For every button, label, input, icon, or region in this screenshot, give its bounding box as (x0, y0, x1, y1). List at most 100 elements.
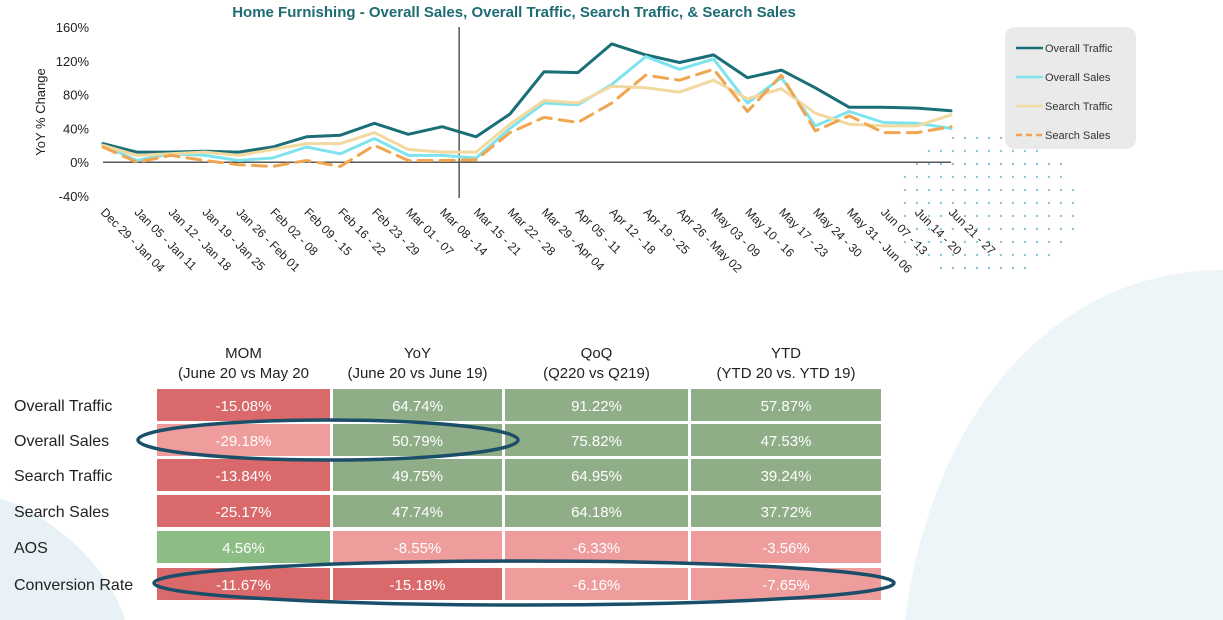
background-dot (1071, 188, 1075, 192)
background-dot (903, 214, 907, 218)
background-dot (939, 214, 943, 218)
background-dot (1011, 175, 1015, 179)
background-dot (1047, 175, 1051, 179)
background-dot (927, 201, 931, 205)
background-dot (1023, 266, 1027, 270)
background-dot (951, 149, 955, 153)
background-dot (1071, 201, 1075, 205)
y-tick-label: 80% (63, 88, 89, 103)
table-cell (155, 387, 332, 423)
background-dot (999, 188, 1003, 192)
background-dot (927, 188, 931, 192)
background-dot (939, 266, 943, 270)
background-dot (939, 188, 943, 192)
table-cell-value: 47.74% (392, 504, 443, 521)
background-dot (987, 175, 991, 179)
background-dot (1023, 149, 1027, 153)
table-cell (503, 422, 690, 458)
table-cell (689, 566, 883, 602)
table-cell-value: -7.65% (762, 577, 810, 594)
background-dot (1023, 253, 1027, 257)
background-dot (975, 214, 979, 218)
series-line (101, 67, 953, 168)
background-dot (999, 201, 1003, 205)
background-dot (999, 136, 1003, 140)
y-axis-label: YoY % Change (33, 68, 48, 155)
background-dot (1059, 175, 1063, 179)
background-shape-right (905, 270, 1223, 620)
table-column-subtitle: (Q220 vs Q219) (543, 365, 650, 382)
table-cell-value: 64.74% (392, 398, 443, 415)
background-dot (927, 162, 931, 166)
table-cell-value: 57.87% (761, 398, 812, 415)
background-dot (1035, 201, 1039, 205)
table-column-title: YTD (771, 345, 801, 362)
background-dot (999, 253, 1003, 257)
background-dot (939, 253, 943, 257)
background-dot (903, 240, 907, 244)
table-cell-value: 50.79% (392, 433, 443, 450)
background-dot (939, 227, 943, 231)
background-dot (1059, 201, 1063, 205)
legend-label: Search Traffic (1045, 101, 1113, 113)
table-cell-value: -25.17% (216, 504, 272, 521)
table-row-label: Search Sales (14, 504, 109, 521)
table-cell-value: 39.24% (761, 468, 812, 485)
background-dot (939, 175, 943, 179)
background-dot (1023, 201, 1027, 205)
table-cell (155, 493, 332, 529)
background-dot (975, 149, 979, 153)
table-row-label: Conversion Rate (14, 577, 133, 594)
background-dot (915, 162, 919, 166)
background-dot (951, 266, 955, 270)
highlight-ellipse-conversion-rate (152, 559, 896, 607)
series-lines (101, 42, 953, 168)
table-cell-value: 64.18% (571, 504, 622, 521)
series-line (101, 78, 953, 157)
table-cell-value: 64.95% (571, 468, 622, 485)
background-dot (1035, 162, 1039, 166)
table-column-subtitle: (YTD 20 vs. YTD 19) (717, 365, 856, 382)
background-dot (1059, 214, 1063, 218)
highlight-ellipses (136, 418, 896, 607)
background-dot (915, 240, 919, 244)
background-dot (951, 227, 955, 231)
table-cell (155, 529, 332, 565)
background-dot (1011, 227, 1015, 231)
table-cell-value: 37.72% (761, 504, 812, 521)
background-dot (963, 227, 967, 231)
y-axis-ticks: -40% 0% 40% 80% 120% 160% (56, 20, 90, 204)
table-column-title: MOM (225, 345, 262, 362)
chart-legend: Overall Traffic Overall Sales Search Traff… (1005, 27, 1136, 149)
y-tick-label: -40% (59, 189, 90, 204)
legend-label: Overall Traffic (1045, 43, 1113, 55)
table-row-label: AOS (14, 540, 48, 557)
table-cell-value: -6.16% (573, 577, 621, 594)
background-dot (1011, 201, 1015, 205)
table-cell-value: -11.67% (216, 577, 271, 594)
series-line (101, 42, 953, 154)
table-cell-value: -3.56% (762, 540, 810, 557)
background-dot (1047, 201, 1051, 205)
background-dot (927, 175, 931, 179)
background-shape-left (0, 498, 125, 620)
background-dot (963, 266, 967, 270)
background-dot (999, 214, 1003, 218)
table-cell-value: -29.18% (216, 433, 272, 450)
background-dot (903, 188, 907, 192)
table-row-label: Overall Traffic (14, 398, 112, 415)
background-dot (1023, 227, 1027, 231)
table-cell (331, 566, 504, 602)
background-dot (915, 201, 919, 205)
background-dot (903, 175, 907, 179)
table-column-subtitle: (June 20 vs May 20 (178, 365, 309, 382)
background-dot (939, 240, 943, 244)
background-dot (1011, 253, 1015, 257)
table-cell (331, 529, 504, 565)
background-dot (927, 214, 931, 218)
background-dot (1071, 214, 1075, 218)
background-dot (999, 175, 1003, 179)
table-cell (503, 457, 690, 493)
background-dot (903, 227, 907, 231)
